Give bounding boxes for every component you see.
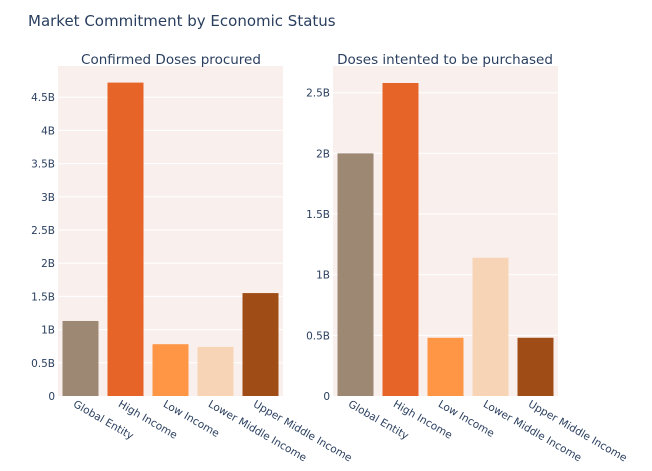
y-tick-label: 1.5B (31, 291, 55, 303)
y-tick-label: 2.5B (306, 88, 330, 100)
y-tick-label: 2B (41, 258, 55, 270)
bar-lower-middle-income (472, 257, 509, 396)
y-tick-label: 3.5B (31, 159, 55, 171)
y-tick-label: 0 (323, 391, 330, 403)
bar-global-entity (62, 320, 99, 396)
bar-high-income (107, 82, 144, 396)
y-tick-label: 1B (316, 270, 330, 282)
bar-lower-middle-income (197, 346, 234, 396)
y-tick-label: 1.5B (306, 209, 330, 221)
y-tick-label: 3B (41, 192, 55, 204)
bar-low-income (427, 337, 464, 396)
bar-global-entity (337, 153, 374, 396)
y-tick-label: 0.5B (31, 358, 55, 370)
bar-high-income (382, 82, 419, 396)
y-tick-label: 0.5B (306, 330, 330, 342)
y-tick-label: 4.5B (31, 92, 55, 104)
subplot-title-intended: Doses intented to be purchased (337, 52, 553, 68)
y-tick-label: 2.5B (31, 225, 55, 237)
y-tick-label: 1B (41, 325, 55, 337)
chart-main-title: Market Commitment by Economic Status (28, 12, 336, 30)
bar-low-income (152, 344, 189, 396)
y-tick-label: 4B (41, 125, 55, 137)
y-tick-label: 2B (316, 148, 330, 160)
subplot-title-confirmed: Confirmed Doses procured (81, 52, 261, 68)
y-tick-label: 0 (48, 391, 55, 403)
bar-upper-middle-income (242, 293, 279, 396)
bar-upper-middle-income (517, 337, 554, 396)
